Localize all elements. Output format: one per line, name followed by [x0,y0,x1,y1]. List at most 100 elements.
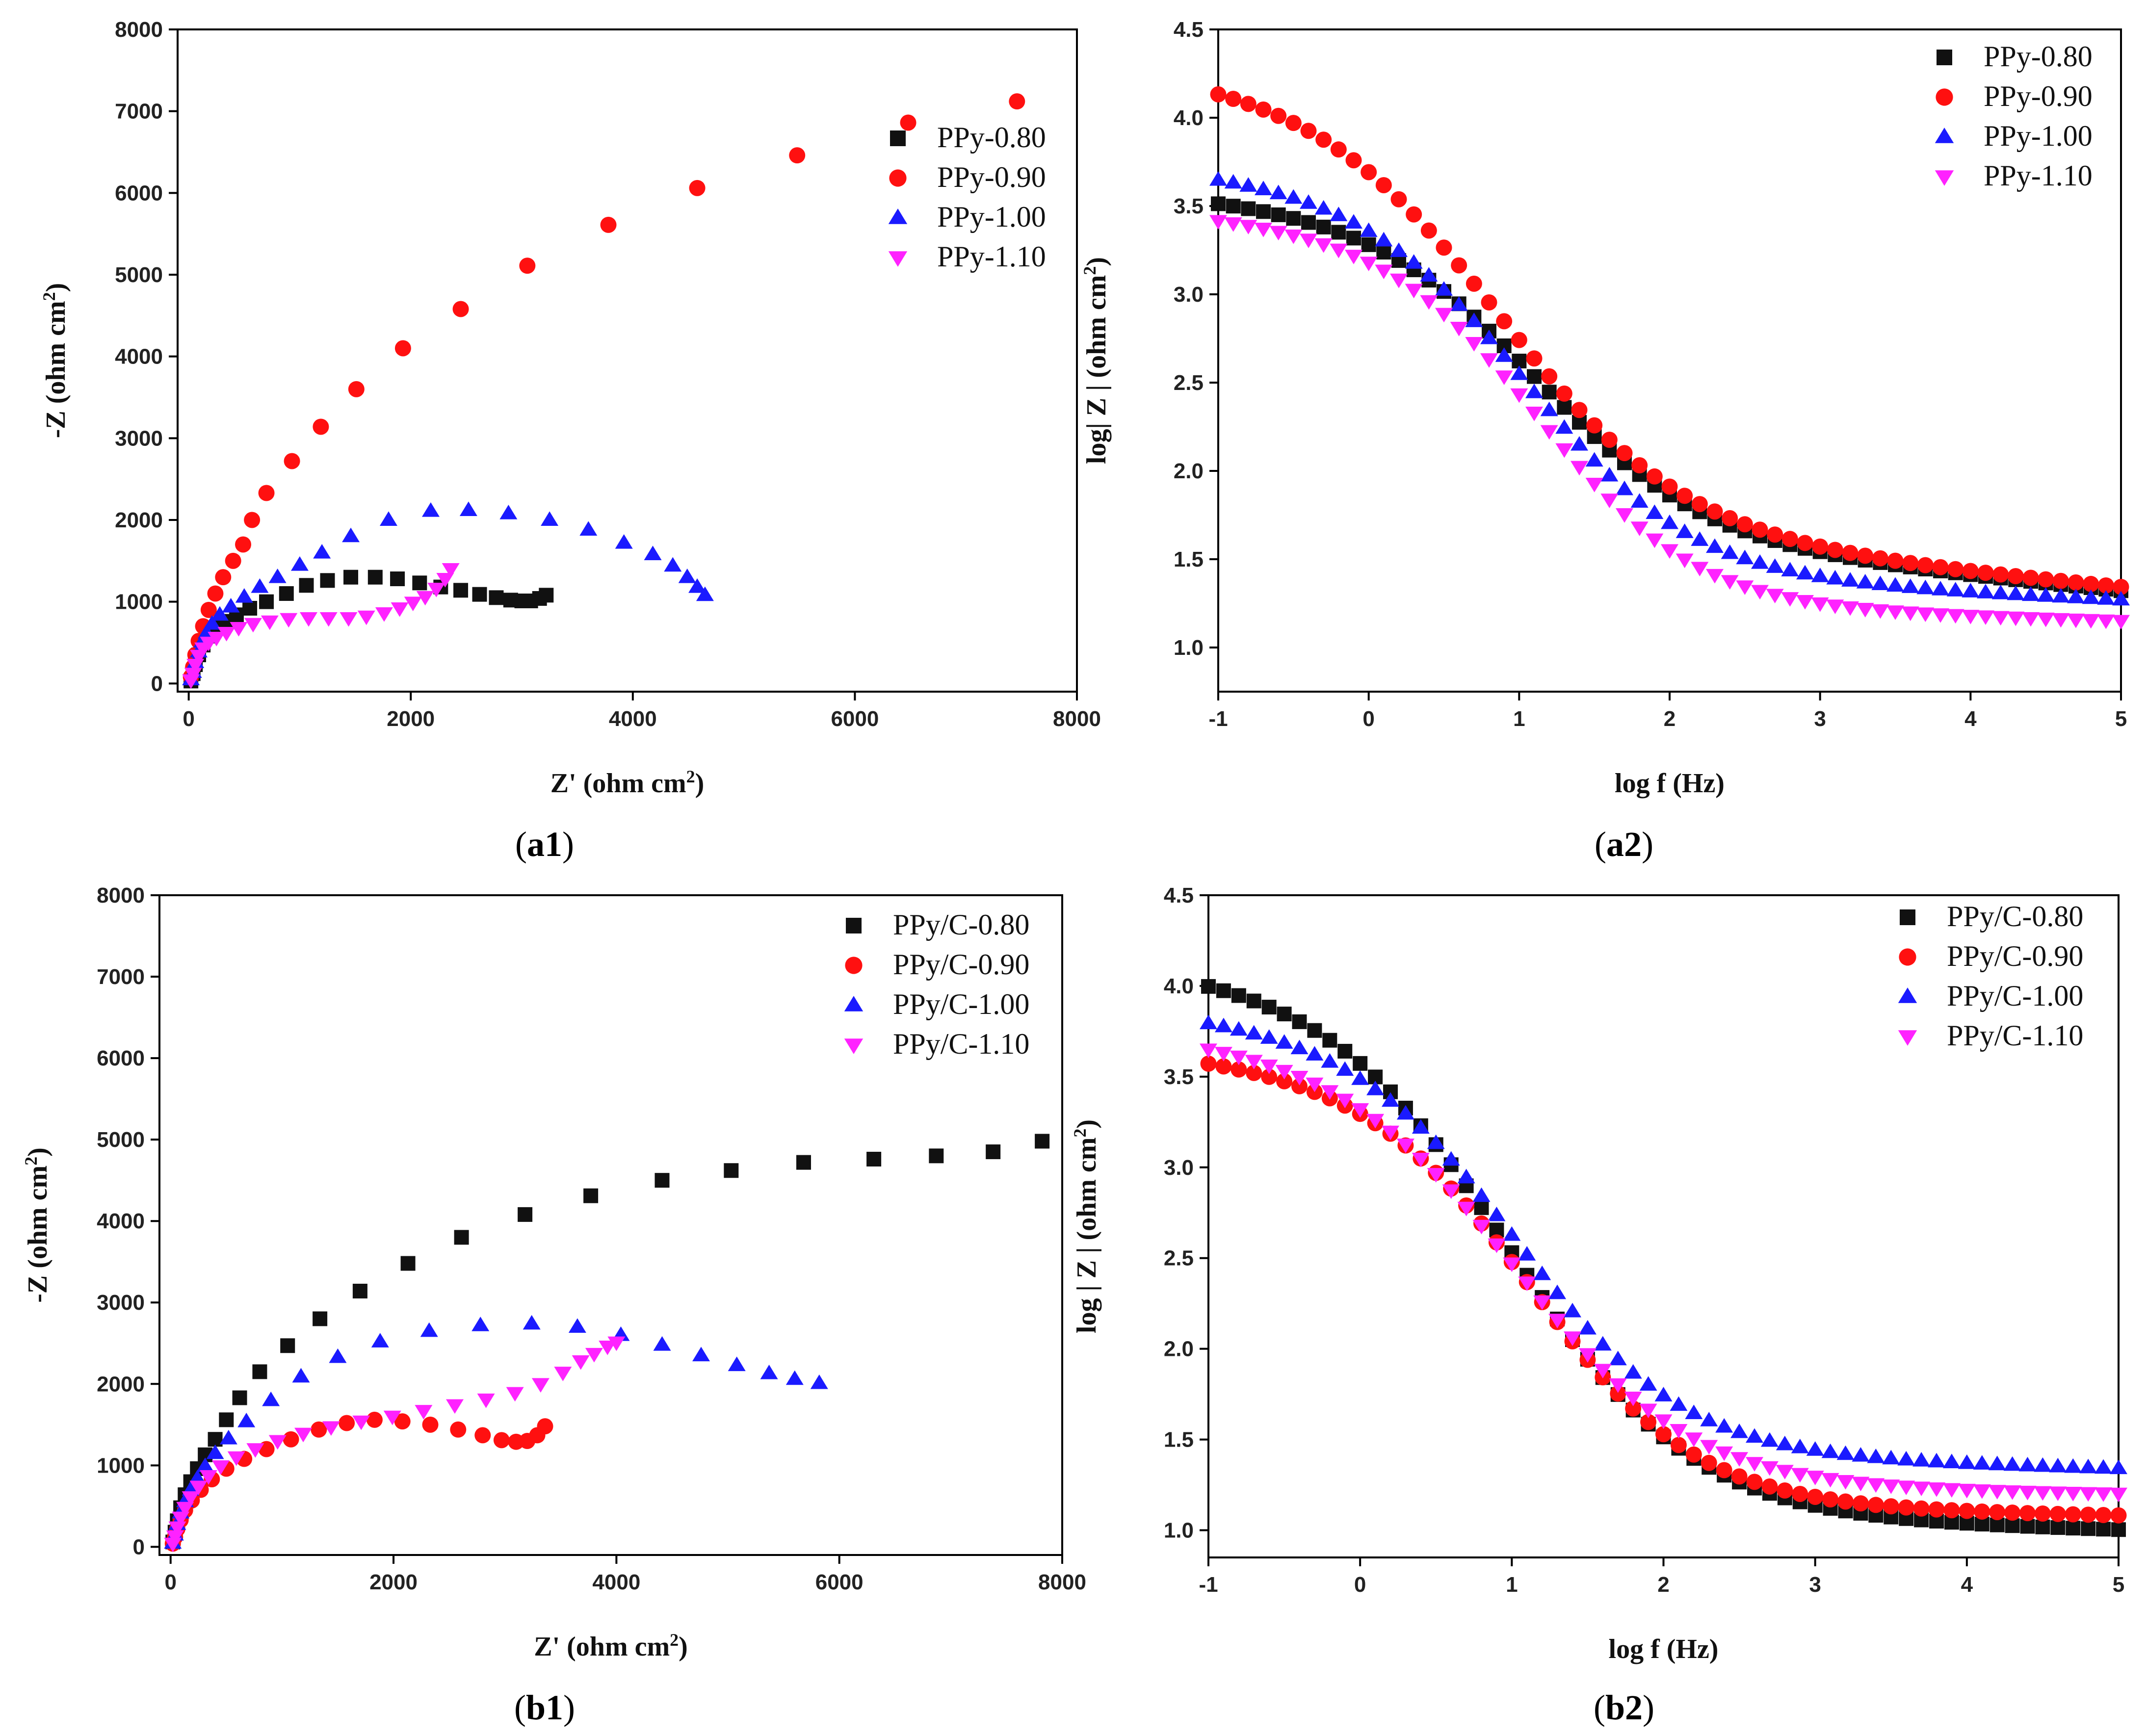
data-point-a2 [1285,115,1302,131]
data-point-b1 [196,1457,214,1472]
data-point-b2 [1291,1078,1308,1094]
data-point-a2 [1211,196,1226,211]
data-point-b2 [1730,1452,1749,1467]
y-tick-label-a2: 2.0 [1174,459,1204,483]
y-tick-label-a1: 6000 [115,181,163,205]
data-point-b1 [322,1421,340,1436]
data-point-a2 [1270,107,1287,124]
data-point-a2 [1241,201,1256,216]
data-point-b2 [1943,1502,1960,1519]
data-point-a1 [348,381,365,397]
data-point-b2 [1412,1152,1430,1167]
data-point-a1 [644,545,662,560]
x-axis-title-b1: Z' (ohm cm2) [534,1630,688,1662]
data-point-a1 [416,591,434,606]
data-point-a2 [1315,131,1332,148]
data-point-b2 [1518,1276,1536,1292]
data-point-b1 [810,1374,828,1389]
data-point-b2 [1761,1478,1778,1495]
data-point-a2 [1856,573,1874,589]
data-point-a2 [1435,308,1453,323]
data-point-b2 [1716,1462,1732,1478]
data-point-a2 [1314,200,1333,215]
chart-panel-a1: 0 2000 4000 6000 8000 0 1000 2000 3000 4000 5000 60… [0,0,1101,868]
x-tick-label-b1: 8000 [1038,1570,1086,1594]
data-point-a1 [789,147,806,164]
data-point-a1 [342,527,360,543]
data-point-b2 [1488,1206,1506,1221]
data-point-b2 [1382,1092,1399,1107]
data-point-a2 [1841,601,1859,616]
data-point-a2 [2052,613,2070,628]
data-point-a2 [1269,226,1287,241]
data-point-a1 [900,114,916,131]
data-point-b2 [2079,1487,2097,1502]
data-point-b1 [371,1333,389,1347]
y-tick-label-a1: 4000 [115,345,163,369]
data-point-b2 [2079,1458,2097,1474]
data-point-b2 [2005,1518,2020,1533]
data-point-a1 [689,180,706,196]
data-point-a2 [1992,566,2009,583]
data-point-a2 [1286,211,1301,226]
data-point-b1 [454,1230,469,1245]
data-point-a1 [268,568,287,583]
data-point-b2 [1973,1455,1991,1470]
data-point-b1 [724,1163,739,1178]
data-point-a2 [1301,215,1316,230]
data-point-a2 [1375,177,1392,193]
data-point-a2 [1465,312,1483,327]
data-point-b2 [1958,1454,1976,1469]
data-point-b1 [232,1390,247,1405]
data-point-b2 [1882,1479,1900,1494]
data-point-a2 [1751,554,1769,569]
data-point-b2 [1806,1471,1824,1485]
data-point-b2 [1594,1336,1612,1351]
data-point-b1 [164,1537,182,1553]
data-point-b1 [506,1387,524,1402]
data-point-b2 [1760,1461,1779,1476]
y-tick-label-b2: 3.5 [1164,1065,1194,1089]
data-point-b2 [1275,1064,1293,1080]
data-point-b2 [2110,1507,2127,1524]
data-point-b2 [1594,1364,1612,1379]
data-point-a2 [1796,595,1814,610]
data-point-a1 [244,512,261,528]
data-point-b2 [1201,979,1216,994]
data-point-a1 [320,573,335,588]
data-point-b1 [653,1336,671,1351]
data-point-b1 [655,1173,670,1188]
x-tick-label-b2: 4 [1961,1573,1973,1597]
data-point-a2 [1871,604,1889,619]
data-point-b1 [280,1338,295,1353]
data-point-a2 [1571,461,1588,476]
data-point-a2 [2052,572,2069,589]
data-point-b2 [1730,1423,1749,1438]
data-point-a2 [1796,565,1814,580]
data-point-b1 [283,1431,299,1448]
data-point-a1 [688,578,707,593]
data-point-b2 [1609,1378,1627,1393]
data-point-a1 [280,613,298,628]
data-point-b2 [1488,1238,1506,1253]
data-point-b1 [227,1451,245,1466]
data-point-a1 [235,588,253,603]
legend-label-a2: PPy-0.90 [1984,80,2093,112]
data-point-a2 [1360,222,1378,237]
y-tick-label-b1: 1000 [97,1453,145,1477]
series-a2-0 [1211,196,2128,598]
data-point-b2 [1624,1364,1642,1379]
data-point-a2 [1872,550,1888,567]
data-point-b1 [252,1364,267,1379]
data-point-a2 [1210,86,1227,103]
data-point-b2 [1412,1119,1430,1134]
data-point-a2 [1555,419,1573,434]
data-point-b1 [477,1393,495,1408]
data-point-b1 [208,1432,223,1447]
data-point-b2 [1351,1070,1369,1085]
data-point-b2 [1564,1302,1581,1318]
data-point-b2 [1457,1201,1475,1217]
x-tick-label-b1: 2000 [369,1570,418,1594]
data-point-b2 [2018,1456,2037,1472]
data-point-a2 [1375,264,1393,280]
